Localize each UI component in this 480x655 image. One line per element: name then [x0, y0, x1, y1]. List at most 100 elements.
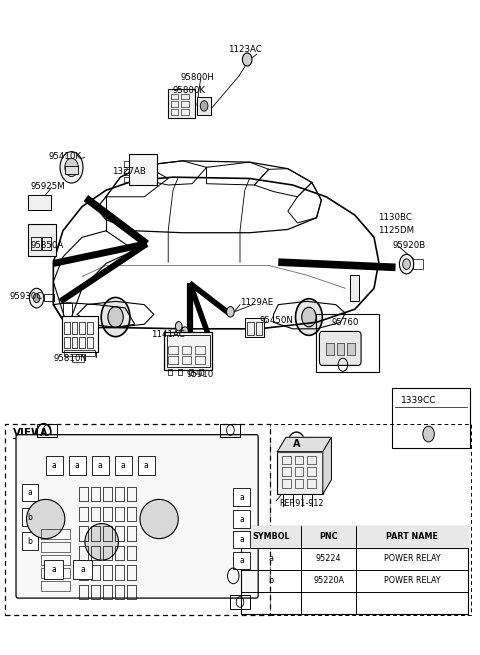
- Text: 1141AC: 1141AC: [152, 329, 185, 339]
- Bar: [168, 346, 178, 354]
- Bar: [181, 356, 191, 364]
- Text: 1327AB: 1327AB: [112, 168, 145, 176]
- Circle shape: [29, 288, 44, 308]
- Text: a: a: [239, 556, 244, 565]
- Text: 95920B: 95920B: [392, 241, 425, 250]
- Bar: [37, 424, 57, 437]
- Bar: [103, 487, 112, 501]
- Bar: [115, 585, 124, 599]
- Text: 95800K: 95800K: [172, 86, 205, 96]
- Bar: [103, 546, 112, 560]
- Circle shape: [36, 424, 51, 443]
- Text: REF.91-912: REF.91-912: [279, 499, 324, 508]
- Bar: [307, 479, 316, 487]
- Circle shape: [65, 159, 78, 176]
- Text: a: a: [239, 535, 244, 544]
- Text: POWER RELAY: POWER RELAY: [384, 554, 440, 563]
- Text: a: a: [239, 515, 244, 523]
- Circle shape: [399, 254, 414, 274]
- Bar: [168, 369, 171, 375]
- Circle shape: [33, 293, 40, 303]
- Text: a: a: [80, 565, 85, 574]
- Bar: [41, 542, 70, 552]
- Bar: [22, 483, 38, 501]
- Bar: [91, 526, 100, 540]
- Bar: [295, 468, 303, 476]
- Bar: [73, 559, 92, 579]
- Text: b: b: [27, 513, 32, 521]
- Bar: [41, 555, 70, 565]
- Circle shape: [175, 322, 182, 331]
- Circle shape: [288, 432, 305, 456]
- Text: a: a: [52, 461, 57, 470]
- Bar: [127, 526, 136, 540]
- Bar: [103, 506, 112, 521]
- Circle shape: [242, 53, 252, 66]
- Text: VIEW: VIEW: [13, 428, 44, 438]
- Bar: [79, 526, 88, 540]
- Text: a: a: [51, 565, 56, 574]
- Bar: [65, 166, 78, 174]
- Bar: [31, 237, 41, 250]
- Polygon shape: [323, 438, 331, 494]
- Bar: [91, 546, 100, 560]
- Bar: [72, 354, 84, 362]
- Text: A: A: [40, 428, 48, 438]
- Text: 95410K: 95410K: [48, 152, 82, 160]
- Bar: [115, 565, 124, 580]
- Text: 95810N: 95810N: [53, 354, 87, 364]
- Circle shape: [200, 101, 208, 111]
- Circle shape: [101, 297, 130, 337]
- Circle shape: [423, 426, 434, 442]
- Bar: [115, 456, 132, 476]
- Text: 1123AC: 1123AC: [228, 45, 262, 54]
- Bar: [197, 97, 211, 115]
- Bar: [127, 546, 136, 560]
- Bar: [347, 343, 355, 355]
- Bar: [79, 506, 88, 521]
- Bar: [282, 456, 291, 464]
- Text: a: a: [121, 461, 126, 470]
- Text: 95930C: 95930C: [9, 291, 43, 301]
- Bar: [195, 356, 204, 364]
- Bar: [336, 343, 344, 355]
- Text: a: a: [27, 489, 32, 497]
- Text: PART NAME: PART NAME: [386, 532, 438, 541]
- Text: 95450N: 95450N: [259, 316, 293, 326]
- Bar: [170, 109, 178, 115]
- Text: a: a: [239, 493, 244, 502]
- Bar: [230, 595, 250, 608]
- Bar: [115, 526, 124, 540]
- Circle shape: [296, 299, 323, 335]
- Bar: [326, 343, 334, 355]
- Text: SYMBOL: SYMBOL: [252, 532, 290, 541]
- Bar: [295, 479, 303, 487]
- Bar: [64, 337, 70, 348]
- Bar: [413, 259, 423, 269]
- Bar: [168, 89, 194, 119]
- FancyBboxPatch shape: [16, 435, 258, 598]
- Bar: [181, 102, 189, 107]
- Bar: [307, 456, 316, 464]
- Bar: [167, 335, 210, 367]
- Bar: [247, 322, 254, 335]
- Circle shape: [302, 307, 316, 327]
- Text: POWER RELAY: POWER RELAY: [384, 576, 440, 585]
- Bar: [79, 585, 88, 599]
- Bar: [233, 510, 250, 527]
- Circle shape: [181, 327, 188, 336]
- Bar: [44, 559, 63, 579]
- Bar: [233, 531, 250, 548]
- Bar: [195, 346, 204, 354]
- Bar: [69, 456, 86, 476]
- Bar: [350, 275, 359, 301]
- Circle shape: [403, 259, 410, 269]
- Circle shape: [60, 152, 83, 183]
- Text: a: a: [144, 461, 149, 470]
- Bar: [295, 456, 303, 464]
- Text: 1129AE: 1129AE: [240, 298, 273, 307]
- Bar: [256, 322, 262, 335]
- Bar: [44, 293, 54, 301]
- Bar: [22, 508, 38, 525]
- Text: 95220A: 95220A: [313, 576, 344, 585]
